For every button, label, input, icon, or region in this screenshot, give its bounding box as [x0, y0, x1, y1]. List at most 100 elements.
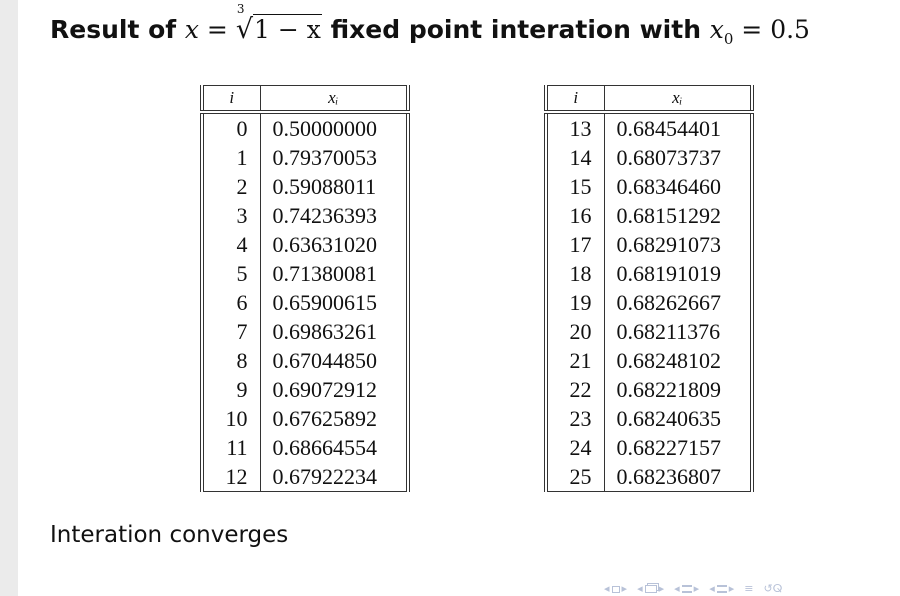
cell-iteration-index: 17 — [546, 229, 605, 259]
nav-right-arrow-icon: ▸ — [693, 582, 700, 595]
table-row: 17 0.68291073 — [546, 229, 752, 259]
table-row: 19 0.68262667 — [546, 287, 752, 317]
table-row: 23 0.68240635 — [546, 403, 752, 433]
slide-left-margin-bar — [0, 0, 18, 596]
cell-iteration-index: 23 — [546, 403, 605, 433]
title-initial-value: 0.5 — [770, 15, 810, 44]
nav-left-arrow-icon: ◂ — [674, 582, 680, 595]
cell-iteration-index: 18 — [546, 258, 605, 288]
table-row: 24 0.68227157 — [546, 432, 752, 462]
cell-iteration-index: 13 — [546, 111, 605, 143]
table-row: 8 0.67044850 — [202, 345, 408, 375]
cell-iterate-value: 0.68664554 — [272, 434, 378, 460]
nav-left-arrow-icon: ◂ — [709, 582, 715, 595]
cell-iterate-value: 0.68073737 — [616, 144, 722, 170]
cell-iterate-value: 0.68248102 — [616, 347, 722, 373]
cell-iteration-index: 12 — [202, 461, 261, 491]
root-radicand: 1 − x — [253, 14, 322, 44]
conclusion-text: Interation converges — [50, 522, 289, 548]
title-var-x: x — [184, 15, 199, 44]
iteration-table-left: i xᵢ 0 0.50000000 1 0.79370053 2 0.59088011 3 0… — [200, 85, 410, 492]
title-subscript-0: 0 — [723, 30, 734, 48]
table-row: 18 0.68191019 — [546, 258, 752, 288]
table-row: 9 0.69072912 — [202, 374, 408, 404]
cell-iterate-value: 0.79370053 — [272, 144, 378, 170]
table-row: 14 0.68073737 — [546, 142, 752, 172]
cell-iteration-index: 22 — [546, 374, 605, 404]
cell-iterate-value: 0.68240635 — [616, 405, 722, 431]
cell-iteration-index: 0 — [202, 111, 261, 143]
cell-iteration-index: 5 — [202, 258, 261, 288]
cell-iterate-value: 0.68227157 — [616, 434, 722, 460]
cell-iteration-index: 8 — [202, 345, 261, 375]
title-middle: fixed point interation with — [321, 15, 710, 44]
title-equals: = — [198, 15, 236, 44]
table-row: 15 0.68346460 — [546, 171, 752, 201]
header-i: i — [202, 85, 261, 114]
header-x: xᵢ — [260, 85, 408, 114]
cell-iterate-value: 0.68221809 — [616, 376, 722, 402]
cell-iterate-value: 0.71380081 — [272, 260, 378, 286]
iteration-table-right: i xᵢ 13 0.68454401 14 0.68073737 15 0.6834646… — [544, 85, 754, 492]
cell-iteration-index: 20 — [546, 316, 605, 346]
cell-iterate-value: 0.69863261 — [272, 318, 378, 344]
cell-iterate-value: 0.69072912 — [272, 376, 378, 402]
cube-root: 3 √1 − x — [235, 2, 322, 52]
cell-iterate-value: 0.65900615 — [272, 289, 378, 315]
cell-iterate-value: 0.74236393 — [272, 202, 378, 228]
title-prefix: Result of — [50, 15, 185, 44]
nav-slide-icon — [716, 585, 727, 593]
table-row: 13 0.68454401 — [546, 111, 752, 143]
cell-iterate-value: 0.68191019 — [616, 260, 722, 286]
table-row: 12 0.67922234 — [202, 461, 408, 491]
nav-right-arrow-icon: ▸ — [658, 582, 665, 595]
cell-iteration-index: 21 — [546, 345, 605, 375]
header-i: i — [546, 85, 605, 114]
table-row: 10 0.67625892 — [202, 403, 408, 433]
nav-subsection-button[interactable]: ◂ ▸ — [637, 582, 664, 596]
root-index: 3 — [236, 2, 245, 16]
slide-title: Result of x = 3 √1 − x fixed point intera… — [50, 2, 810, 55]
table-body-right: 13 0.68454401 14 0.68073737 15 0.68346460 16 0.… — [546, 111, 752, 491]
table-row: 1 0.79370053 — [202, 142, 408, 172]
nav-align-icon[interactable]: ≡ — [744, 582, 754, 595]
nav-section-button[interactable]: ◂ ▸ — [674, 582, 699, 596]
cell-iterate-value: 0.68211376 — [616, 318, 721, 344]
cell-iterate-value: 0.68262667 — [616, 289, 722, 315]
cell-iteration-index: 1 — [202, 142, 261, 172]
cell-iterate-value: 0.68346460 — [616, 173, 722, 199]
nav-frame-button[interactable]: ◂ ▸ — [604, 582, 627, 596]
table-row: 20 0.68211376 — [546, 316, 752, 346]
nav-right-arrow-icon: ▸ — [728, 582, 735, 595]
table-row: 5 0.71380081 — [202, 258, 408, 288]
table-row: 16 0.68151292 — [546, 200, 752, 230]
cell-iteration-index: 3 — [202, 200, 261, 230]
header-x: xᵢ — [604, 85, 752, 114]
table-row: 21 0.68248102 — [546, 345, 752, 375]
cell-iterate-value: 0.63631020 — [272, 231, 378, 257]
table-row: 11 0.68664554 — [202, 432, 408, 462]
cell-iteration-index: 16 — [546, 200, 605, 230]
table-row: 3 0.74236393 — [202, 200, 408, 230]
nav-slide-button[interactable]: ◂ ▸ — [709, 582, 734, 596]
cell-iteration-index: 10 — [202, 403, 261, 433]
nav-left-arrow-icon: ◂ — [637, 582, 643, 595]
cell-iterate-value: 0.68236807 — [616, 463, 722, 489]
table-row: 0 0.50000000 — [202, 111, 408, 143]
table-row: 22 0.68221809 — [546, 374, 752, 404]
table-header-row: i xᵢ — [546, 85, 752, 114]
nav-right-arrow-icon: ▸ — [621, 582, 628, 595]
cell-iteration-index: 9 — [202, 374, 261, 404]
cell-iteration-index: 14 — [546, 142, 605, 172]
beamer-navigation-bar: ◂ ▸ ◂ ▸ ◂ ▸ ◂ ▸ ≡ ↺ⵕ — [604, 582, 782, 596]
cell-iteration-index: 7 — [202, 316, 261, 346]
root-sign: √ — [235, 14, 254, 45]
nav-frame-prev-icon — [611, 585, 620, 593]
cell-iteration-index: 4 — [202, 229, 261, 259]
cell-iterate-value: 0.59088011 — [272, 173, 377, 199]
table-row: 7 0.69863261 — [202, 316, 408, 346]
nav-search-icon[interactable]: ↺ⵕ — [763, 582, 783, 595]
table-header-row: i xᵢ — [202, 85, 408, 114]
cell-iteration-index: 15 — [546, 171, 605, 201]
